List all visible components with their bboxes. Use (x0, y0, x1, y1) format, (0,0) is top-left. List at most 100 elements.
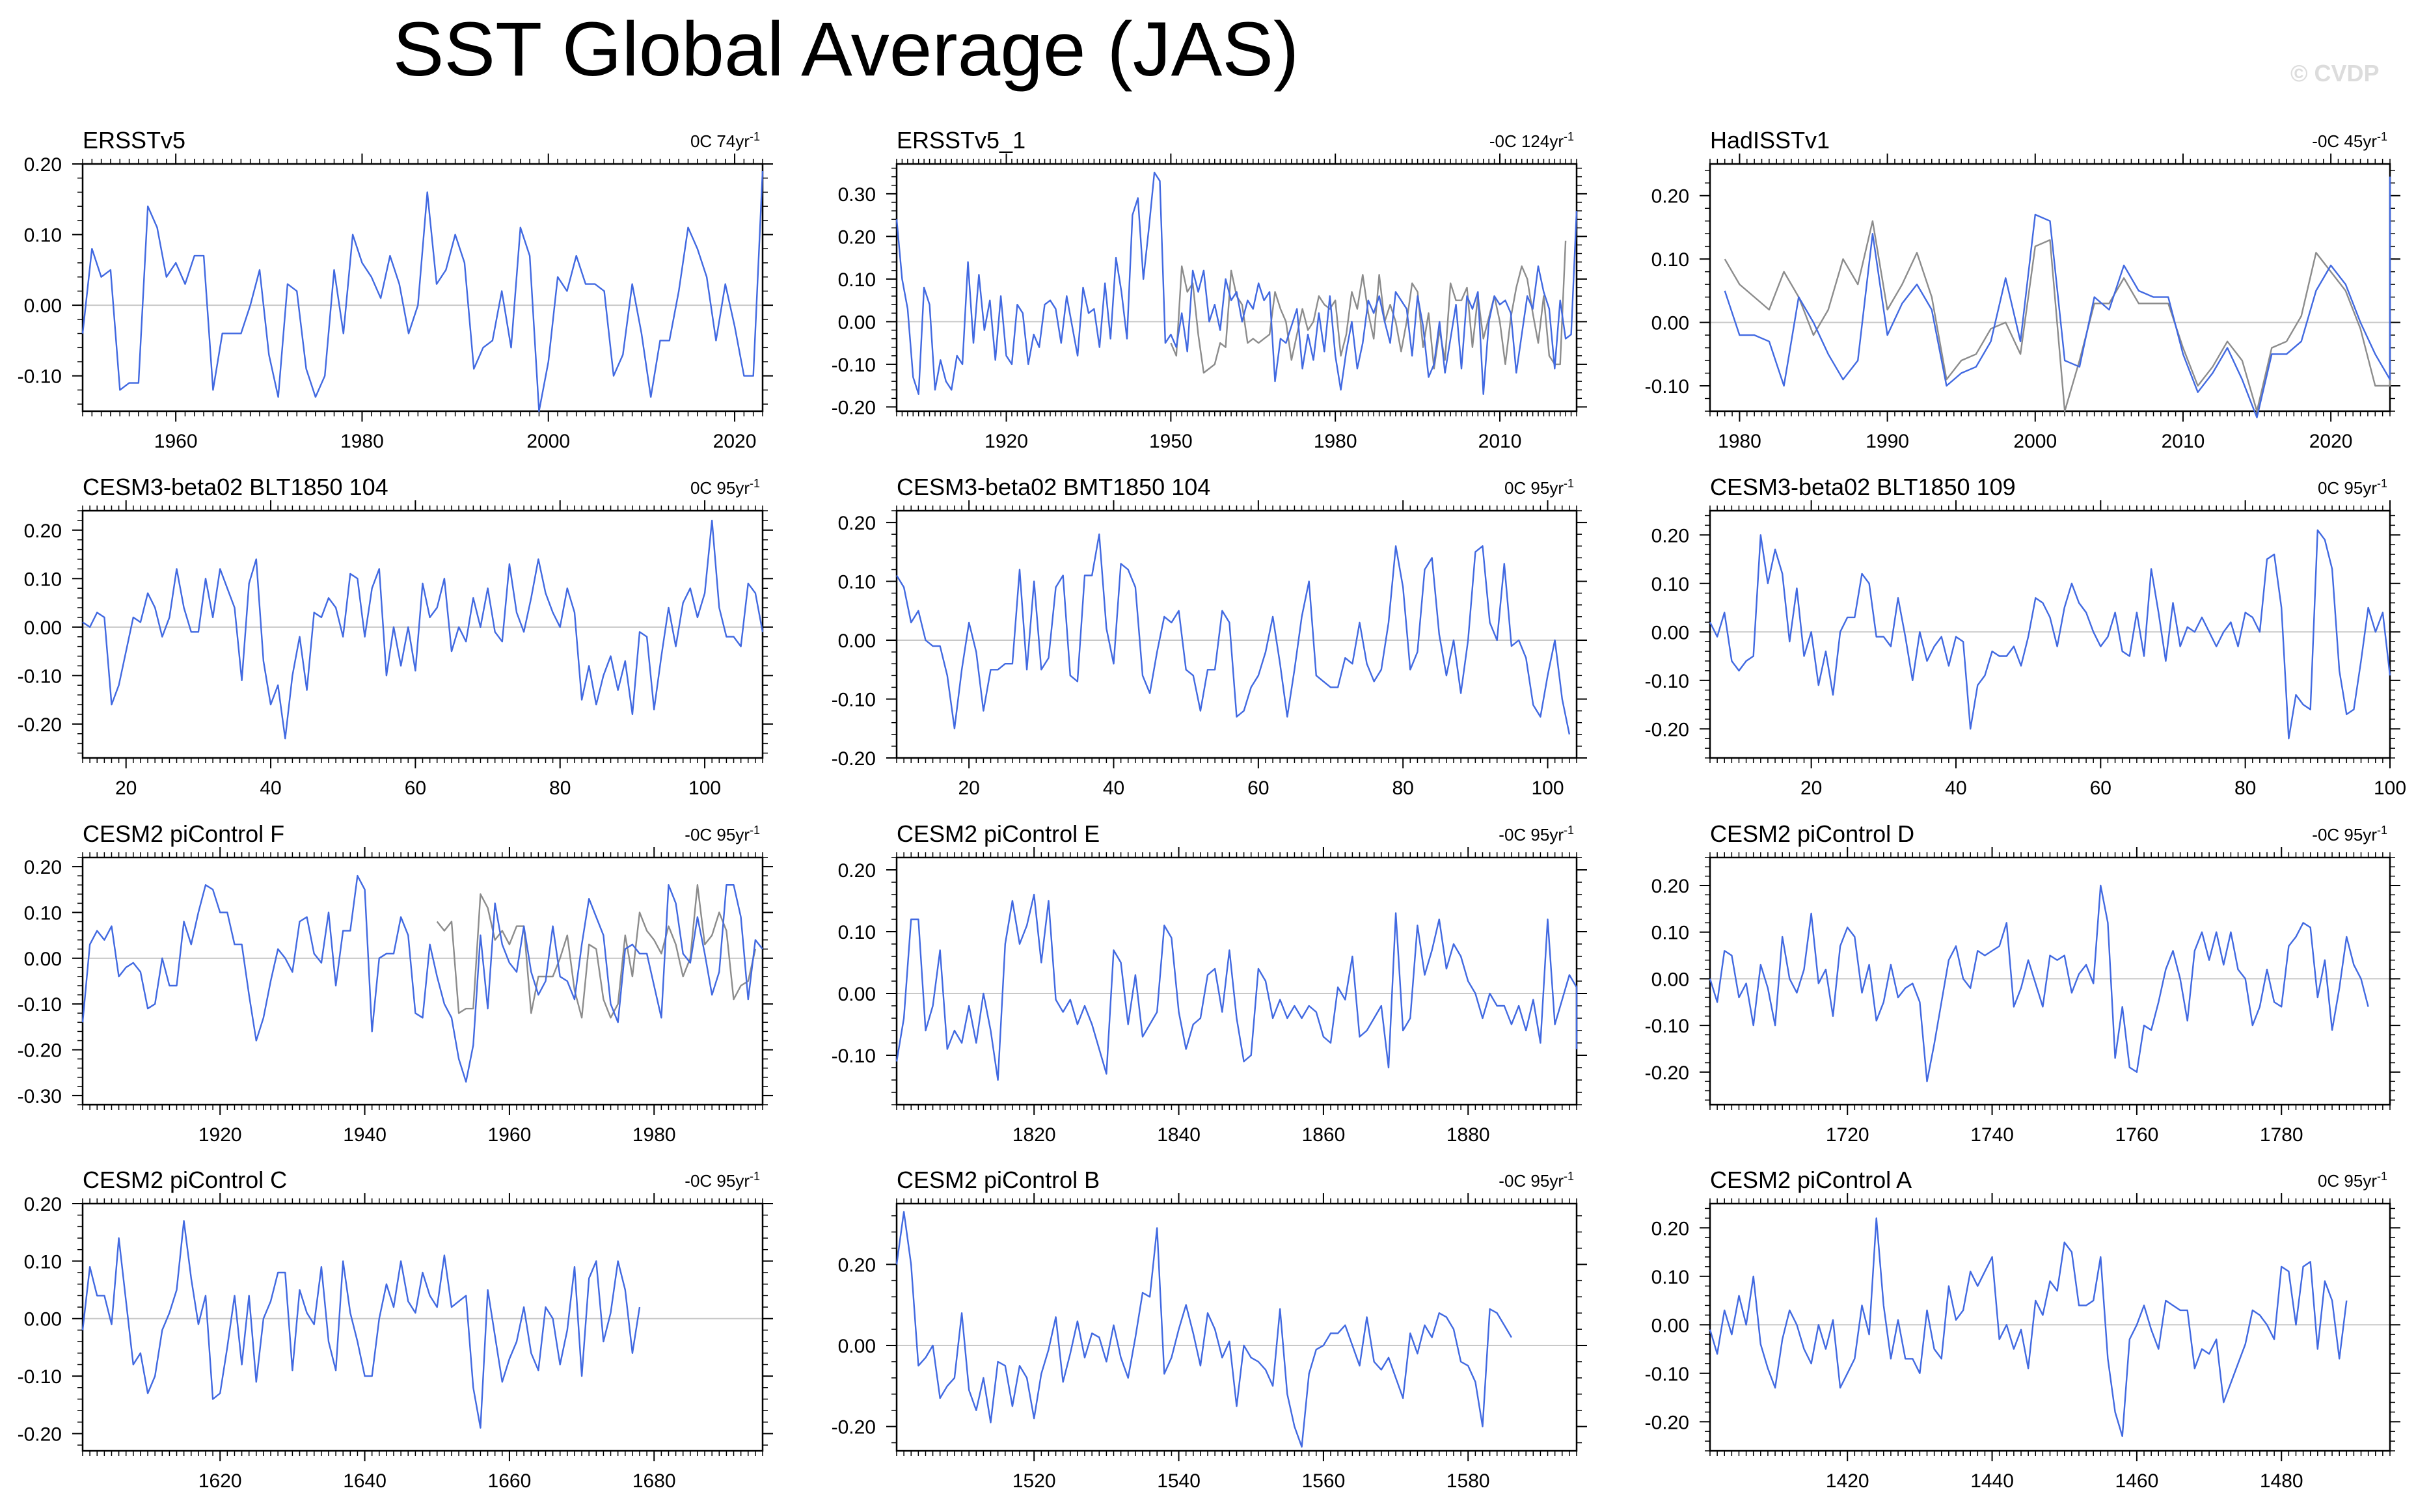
trend-label: 0C 74yr-1 (690, 130, 760, 151)
y-tick-label: -0.10 (18, 1366, 62, 1388)
y-tick-label: 0.20 (24, 857, 62, 878)
y-tick-label: 0.10 (838, 572, 876, 593)
panel-title: CESM2 piControl F (83, 820, 284, 847)
chart-panel: ERSSTv5_1 -0C 124yr-1 -0.20 -0.10 0.00 0.10 0.… (832, 127, 1587, 452)
x-tick-label: 1540 (1157, 1470, 1201, 1492)
chart-panel: HadISSTv1 -0C 45yr-1 -0.10 0.00 0.10 0.20 1980… (1645, 127, 2400, 452)
x-tick-label: 1980 (1314, 431, 1357, 452)
y-tick-label: 0.10 (1651, 923, 1689, 944)
y-tick-label: 0.10 (24, 225, 62, 247)
plot-frame (1709, 856, 2391, 1106)
x-tick-label: 80 (2234, 777, 2256, 799)
x-tick-label: 40 (1945, 777, 1966, 799)
trend-label: -0C 95yr-1 (685, 824, 760, 844)
y-tick-label: 0.00 (24, 949, 62, 970)
series-line (81, 874, 763, 1083)
x-tick-label: 100 (2374, 777, 2406, 799)
x-tick-label: 1980 (632, 1124, 676, 1146)
plot-frame (81, 1202, 764, 1452)
y-tick-label: -0.20 (1645, 1412, 1689, 1433)
x-tick-label: 1440 (1970, 1470, 2014, 1492)
y-tick-label: 0.10 (838, 922, 876, 943)
trend-label: -0C 95yr-1 (2312, 824, 2387, 844)
y-tick-label: 0.10 (1651, 1267, 1689, 1288)
y-tick-label: 0.20 (1651, 186, 1689, 208)
x-tick-label: 1420 (1826, 1470, 1869, 1492)
x-tick-label: 100 (1532, 777, 1564, 799)
series-line (1709, 1217, 2348, 1437)
panel-title: CESM2 piControl B (897, 1167, 1100, 1193)
chart-panel: ERSSTv5 0C 74yr-1 -0.10 0.00 0.10 0.20 1960 198… (18, 127, 773, 452)
obs-series-line (436, 884, 757, 1019)
series-line (895, 171, 1578, 395)
y-tick-label: 0.10 (838, 269, 876, 291)
trend-label: -0C 95yr-1 (685, 1170, 760, 1191)
y-tick-label: 0.00 (1651, 969, 1689, 990)
y-tick-label: -0.10 (1645, 671, 1689, 692)
plot-frame (1709, 1202, 2391, 1452)
y-tick-label: -0.20 (18, 1040, 62, 1062)
series-line (895, 893, 1578, 1081)
x-tick-label: 1720 (1826, 1124, 1869, 1146)
chart-panel: CESM2 piControl A 0C 95yr-1 -0.20 -0.10 0.00… (1645, 1167, 2400, 1492)
chart-panel: CESM2 piControl F -0C 95yr-1 -0.30 -0.20 -0.… (18, 820, 773, 1146)
y-tick-label: -0.20 (832, 748, 876, 770)
x-tick-label: 1460 (2115, 1470, 2159, 1492)
y-tick-label: 0.10 (24, 902, 62, 924)
y-tick-label: 0.00 (1651, 313, 1689, 334)
chart-panel: CESM3-beta02 BMT1850 104 0C 95yr-1 -0.20 -0… (832, 474, 1587, 799)
x-tick-label: 1960 (488, 1124, 532, 1146)
x-tick-label: 100 (688, 777, 721, 799)
x-tick-label: 60 (2090, 777, 2111, 799)
chart-panel: CESM2 piControl D -0C 95yr-1 -0.20 -0.10 0.0… (1645, 820, 2400, 1146)
y-tick-label: 0.20 (1651, 1218, 1689, 1239)
x-tick-label: 2000 (2013, 431, 2057, 452)
y-tick-label: 0.10 (1651, 574, 1689, 595)
x-tick-label: 1860 (1302, 1124, 1346, 1146)
series-line (82, 519, 764, 740)
panel-title: CESM2 piControl A (1710, 1167, 1912, 1193)
series-line (81, 170, 764, 412)
chart-panel: CESM2 piControl E -0C 95yr-1 -0.10 0.00 0.10… (832, 820, 1587, 1146)
trend-label: -0C 95yr-1 (1499, 824, 1574, 844)
x-tick-label: 80 (549, 777, 571, 799)
chart-panel: CESM2 piControl C -0C 95yr-1 -0.20 -0.10 0.0… (18, 1167, 773, 1492)
y-tick-label: -0.10 (832, 690, 876, 711)
x-tick-label: 1520 (1012, 1470, 1056, 1492)
y-tick-label: 0.20 (1651, 876, 1689, 897)
y-tick-label: -0.20 (18, 1424, 62, 1445)
x-tick-label: 1680 (632, 1470, 676, 1492)
x-tick-label: 40 (260, 777, 281, 799)
panel-title: CESM3-beta02 BLT1850 109 (1710, 474, 2016, 500)
series-line (1724, 176, 2391, 418)
x-tick-label: 2000 (526, 431, 570, 452)
x-tick-label: 1980 (1718, 431, 1761, 452)
y-tick-label: 0.20 (24, 520, 62, 542)
x-tick-label: 1760 (2115, 1124, 2159, 1146)
y-tick-label: 0.00 (838, 630, 876, 652)
x-tick-label: 1820 (1012, 1124, 1056, 1146)
y-tick-label: 0.20 (1651, 525, 1689, 547)
x-tick-label: 2020 (2309, 431, 2353, 452)
plot-frame (81, 509, 764, 759)
obs-series-line (1724, 183, 2391, 412)
watermark: © CVDP (2290, 60, 2380, 87)
x-tick-label: 40 (1103, 777, 1124, 799)
x-tick-label: 20 (958, 777, 979, 799)
y-tick-label: 0.00 (1651, 1315, 1689, 1336)
y-tick-label: 0.20 (838, 513, 876, 534)
y-tick-label: 0.00 (838, 312, 876, 333)
y-tick-label: -0.10 (1645, 376, 1689, 398)
y-tick-label: -0.20 (832, 397, 876, 418)
y-tick-label: 0.00 (24, 1309, 62, 1330)
series-line (1709, 884, 2369, 1083)
x-tick-label: 1580 (1446, 1470, 1490, 1492)
x-tick-label: 20 (115, 777, 137, 799)
y-tick-label: 0.00 (24, 295, 62, 317)
y-tick-label: 0.20 (838, 1254, 876, 1276)
x-tick-label: 1950 (1149, 431, 1193, 452)
chart-panel: CESM3-beta02 BLT1850 104 0C 95yr-1 -0.20 -0… (18, 474, 773, 799)
series-line (81, 1220, 641, 1429)
x-tick-label: 1640 (343, 1470, 387, 1492)
